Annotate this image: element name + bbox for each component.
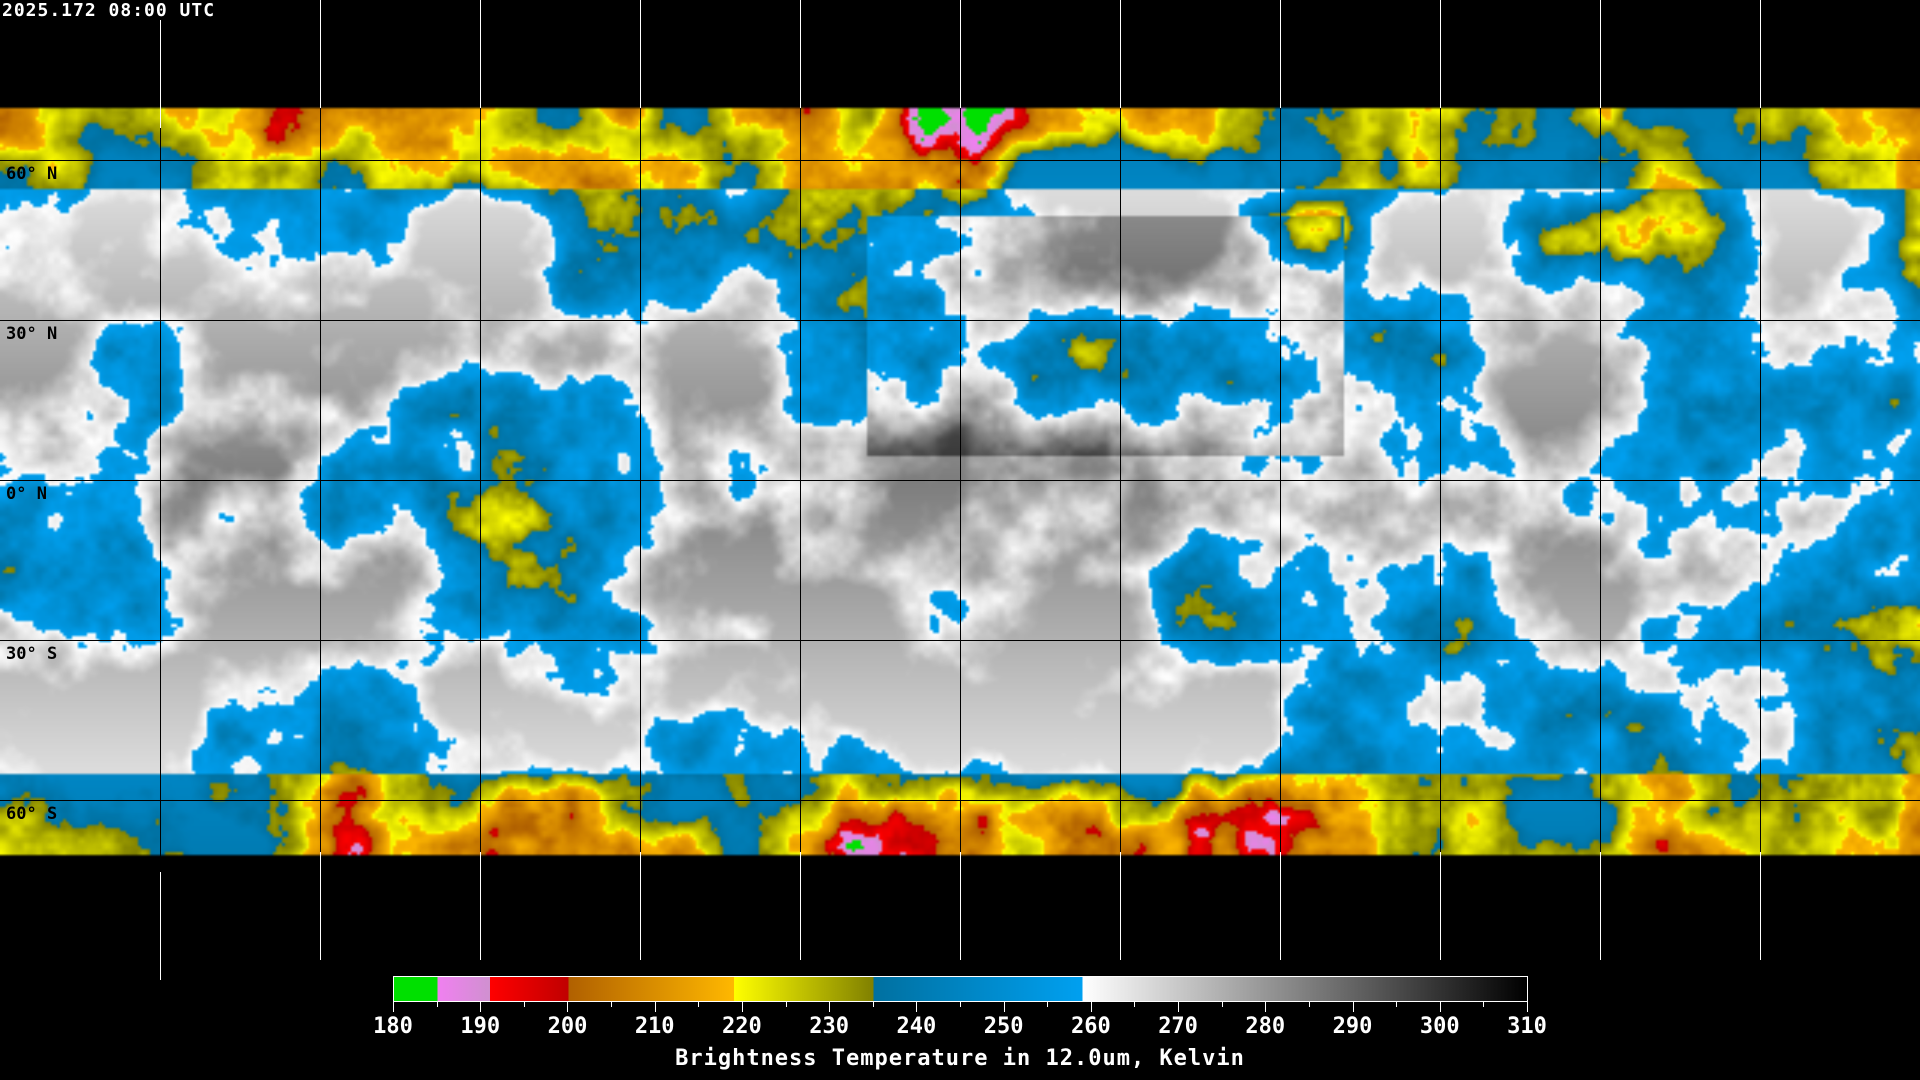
- colorbar-tick: [1047, 1002, 1049, 1007]
- parallel-line: [0, 640, 1920, 641]
- colorbar-tick-label: 260: [1070, 1014, 1111, 1039]
- parallel-line: [0, 320, 1920, 321]
- parallel-line: [0, 800, 1920, 801]
- colorbar-tick: [1439, 1002, 1441, 1012]
- colorbar-tick-label: 190: [460, 1014, 501, 1039]
- colorbar-tick: [872, 1002, 874, 1007]
- colorbar-tick: [567, 1002, 569, 1012]
- colorbar-tick: [1178, 1002, 1180, 1012]
- parallel-line: [0, 160, 1920, 161]
- colorbar-tick-label: 300: [1419, 1014, 1460, 1039]
- colorbar-tick-label: 200: [547, 1014, 588, 1039]
- parallel-line: [0, 480, 1920, 481]
- colorbar-tick: [1003, 1002, 1005, 1012]
- colorbar-tick: [741, 1002, 743, 1012]
- colorbar-tick: [698, 1002, 700, 1007]
- lat-label: 0° N: [6, 484, 47, 504]
- colorbar-tick: [523, 1002, 525, 1007]
- colorbar: [393, 976, 1528, 1002]
- colorbar-tick-label: 310: [1507, 1014, 1547, 1039]
- colorbar-tick: [829, 1002, 831, 1012]
- colorbar-tick-label: 210: [634, 1014, 675, 1039]
- colorbar-tick-label: 240: [896, 1014, 937, 1039]
- colorbar-tick-label: 230: [809, 1014, 850, 1039]
- lat-label: 30° S: [6, 644, 58, 664]
- lat-label: 60° N: [6, 164, 58, 184]
- colorbar-tick: [1090, 1002, 1092, 1012]
- colorbar-tick: [480, 1002, 482, 1012]
- colorbar-tick: [1396, 1002, 1398, 1007]
- colorbar-tick: [1527, 1002, 1528, 1012]
- colorbar-tick: [1483, 1002, 1485, 1007]
- colorbar-tick: [1308, 1002, 1310, 1007]
- colorbar-tick: [1352, 1002, 1354, 1012]
- colorbar-tick-label: 250: [983, 1014, 1024, 1039]
- colorbar-tick-label: 290: [1332, 1014, 1373, 1039]
- colorbar-tick: [1221, 1002, 1223, 1007]
- colorbar-tick: [393, 1002, 394, 1012]
- colorbar-tick-label: 180: [373, 1014, 413, 1039]
- colorbar-tick: [1134, 1002, 1136, 1007]
- lat-label: 60° S: [6, 804, 58, 824]
- colorbar-tick-label: 220: [722, 1014, 762, 1039]
- lat-label: 30° N: [6, 324, 58, 344]
- timestamp: 2025.172 08:00 UTC: [2, 0, 216, 21]
- colorbar-tick: [436, 1002, 438, 1007]
- colorbar-tick: [1265, 1002, 1267, 1012]
- colorbar-tick: [611, 1002, 613, 1007]
- meridian-line: [160, 20, 161, 980]
- colorbar-tick-label: 270: [1158, 1014, 1198, 1039]
- colorbar-title: Brightness Temperature in 12.0um, Kelvin: [675, 1046, 1245, 1071]
- colorbar-tick: [916, 1002, 918, 1012]
- colorbar-tick: [960, 1002, 961, 1007]
- colorbar-tick-label: 280: [1245, 1014, 1286, 1039]
- colorbar-tick: [785, 1002, 787, 1007]
- colorbar-tick: [654, 1002, 656, 1012]
